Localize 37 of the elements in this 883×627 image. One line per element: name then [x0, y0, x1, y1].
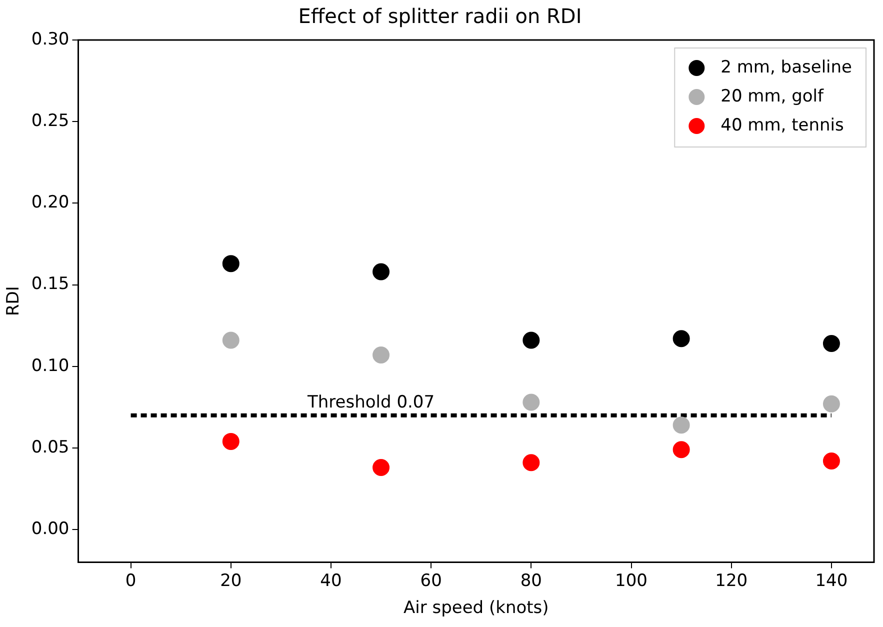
chart-title: Effect of splitter radii on RDI — [298, 4, 582, 28]
x-tick-label: 120 — [715, 570, 748, 591]
point — [522, 394, 540, 411]
y-tick-label: 0.25 — [31, 111, 70, 132]
annotation: Threshold 0.07 — [306, 392, 435, 412]
x-tick-label: 40 — [320, 570, 342, 591]
legend-label: 40 mm, tennis — [720, 115, 844, 136]
x-tick-label: 100 — [615, 570, 648, 591]
point — [372, 459, 390, 476]
y-tick-label: 0.15 — [31, 274, 70, 294]
legend-label: 2 mm, baseline — [720, 57, 852, 78]
y-tick-label: 0.10 — [31, 356, 70, 376]
point — [522, 454, 540, 472]
y-tick-label: 0.00 — [31, 518, 70, 539]
point — [222, 255, 240, 272]
point — [822, 395, 840, 412]
point — [822, 335, 840, 352]
x-tick-label: 80 — [520, 570, 542, 591]
point — [672, 441, 690, 458]
y-tick-label: 0.30 — [31, 29, 70, 50]
point — [372, 263, 390, 280]
y-tick-label: 0.05 — [31, 437, 70, 458]
point — [822, 452, 840, 470]
point — [222, 332, 240, 349]
point — [522, 332, 540, 349]
point — [222, 432, 240, 450]
y-axis-title: RDI — [4, 286, 24, 316]
x-tick-label: 20 — [220, 570, 242, 591]
x-tick-label: 140 — [815, 570, 848, 591]
x-tick-label: 0 — [125, 570, 136, 591]
point — [672, 416, 690, 434]
x-tick-label: 60 — [420, 570, 442, 591]
legend-label: 20 mm, golf — [720, 86, 825, 106]
y-tick-label: 0.20 — [31, 192, 70, 213]
point — [372, 346, 390, 364]
point — [672, 330, 690, 348]
x-axis-title: Air speed (knots) — [403, 598, 549, 618]
